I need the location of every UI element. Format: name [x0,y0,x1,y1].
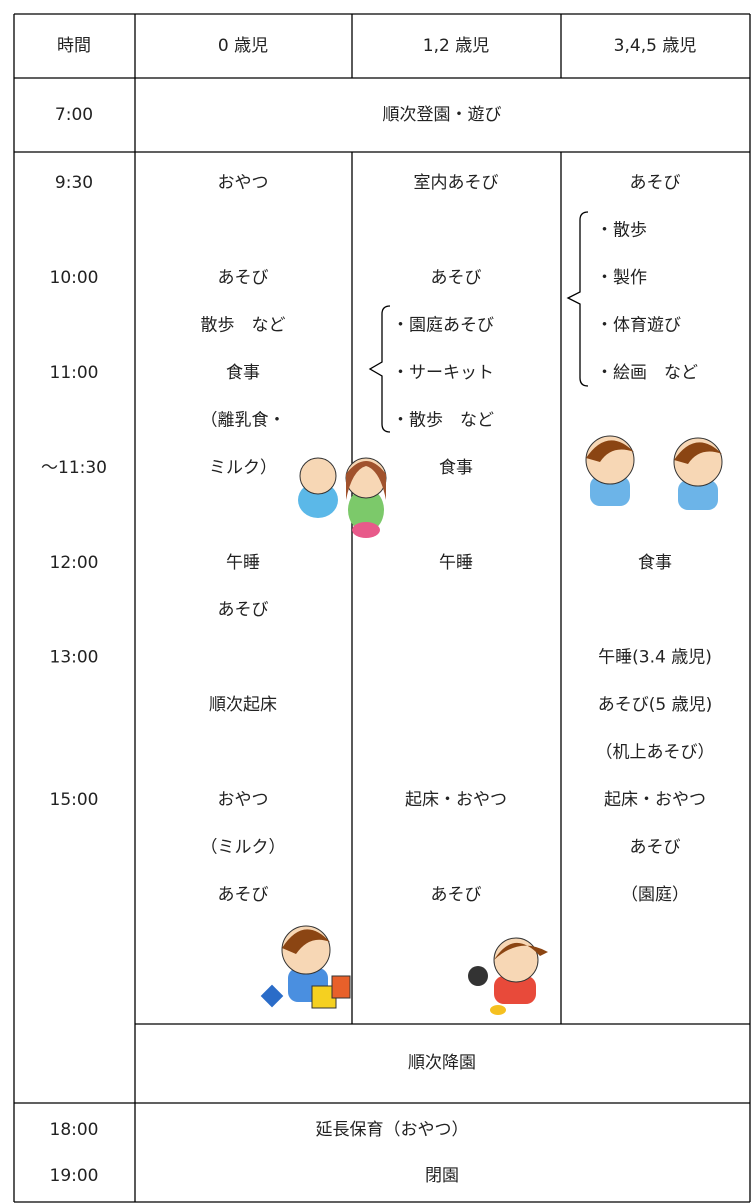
activity-cell: おやつ [218,790,269,810]
activity-cell: 食事 [439,458,473,478]
activity-cell: あそび [630,838,681,858]
activity-cell: あそび [218,268,269,288]
illustration-baby-feeding [298,457,387,538]
header-cell: 3,4,5 歳児 [614,36,697,56]
activity-cell: あそび [630,173,681,193]
illustration-boy-blocks [260,925,351,1009]
activity-cell: ・散歩 など [392,410,494,430]
time-cell: 13:00 [50,648,99,668]
activity-cell: （離乳食・ [201,410,286,430]
activity-cell: ・製作 [596,268,647,288]
activity-cell: 順次起床 [209,695,277,715]
activity-cell: 午睡 [439,553,473,573]
time-cell: 7:00 [55,105,93,125]
time-cell: 9:30 [55,173,93,193]
activity-cell: 午睡(3.4 歳児) [598,648,712,668]
table-grid [13,13,751,1203]
activity-cell: 食事 [226,363,260,383]
activity-cell: （園庭） [621,885,689,905]
time-cell: 15:00 [50,790,99,810]
header-cell: 0 歳児 [218,36,268,56]
activity-cell: あそび [218,600,269,620]
activity-cell: 順次登園・遊び [383,105,502,125]
activity-cell: 延長保育（おやつ） [316,1120,469,1140]
activity-cell: 午睡 [226,553,260,573]
activity-cell: あそび [431,268,482,288]
activity-cell: 順次降園 [408,1053,476,1073]
header-cell: 1,2 歳児 [423,36,489,56]
activity-cell: ・園庭あそび [392,315,494,335]
activity-cell: 起床・おやつ [604,790,706,810]
header-cell: 時間 [57,36,91,56]
activity-cell: （ミルク） [201,838,286,858]
activity-cell: ミルク） [209,458,277,478]
activity-cell: 起床・おやつ [405,790,507,810]
time-cell: ～11:30 [41,458,107,478]
activity-cell: ・体育遊び [596,315,681,335]
activity-cell: 散歩 など [201,315,286,335]
activity-cell: あそび [218,885,269,905]
activity-cell: あそび [431,885,482,905]
illustration-two-kids [585,435,723,510]
activity-cell: おやつ [218,173,269,193]
activity-cell: 閉園 [425,1166,459,1186]
activity-cell: 食事 [638,553,672,573]
time-cell: 11:00 [50,363,99,383]
time-cell: 19:00 [50,1166,99,1186]
illustration-girl-toy [468,937,548,1015]
time-cell: 12:00 [50,553,99,573]
activity-cell: ・絵画 など [596,363,698,383]
brackets [368,211,589,433]
time-cell: 18:00 [50,1120,99,1140]
activity-cell: ・散歩 [596,220,647,240]
time-cell: 10:00 [50,268,99,288]
activity-cell: ・サーキット [392,363,494,383]
activity-cell: （机上あそび） [596,743,715,763]
activity-cell: あそび(5 歳児) [598,695,712,715]
activity-cell: 室内あそび [414,173,499,193]
